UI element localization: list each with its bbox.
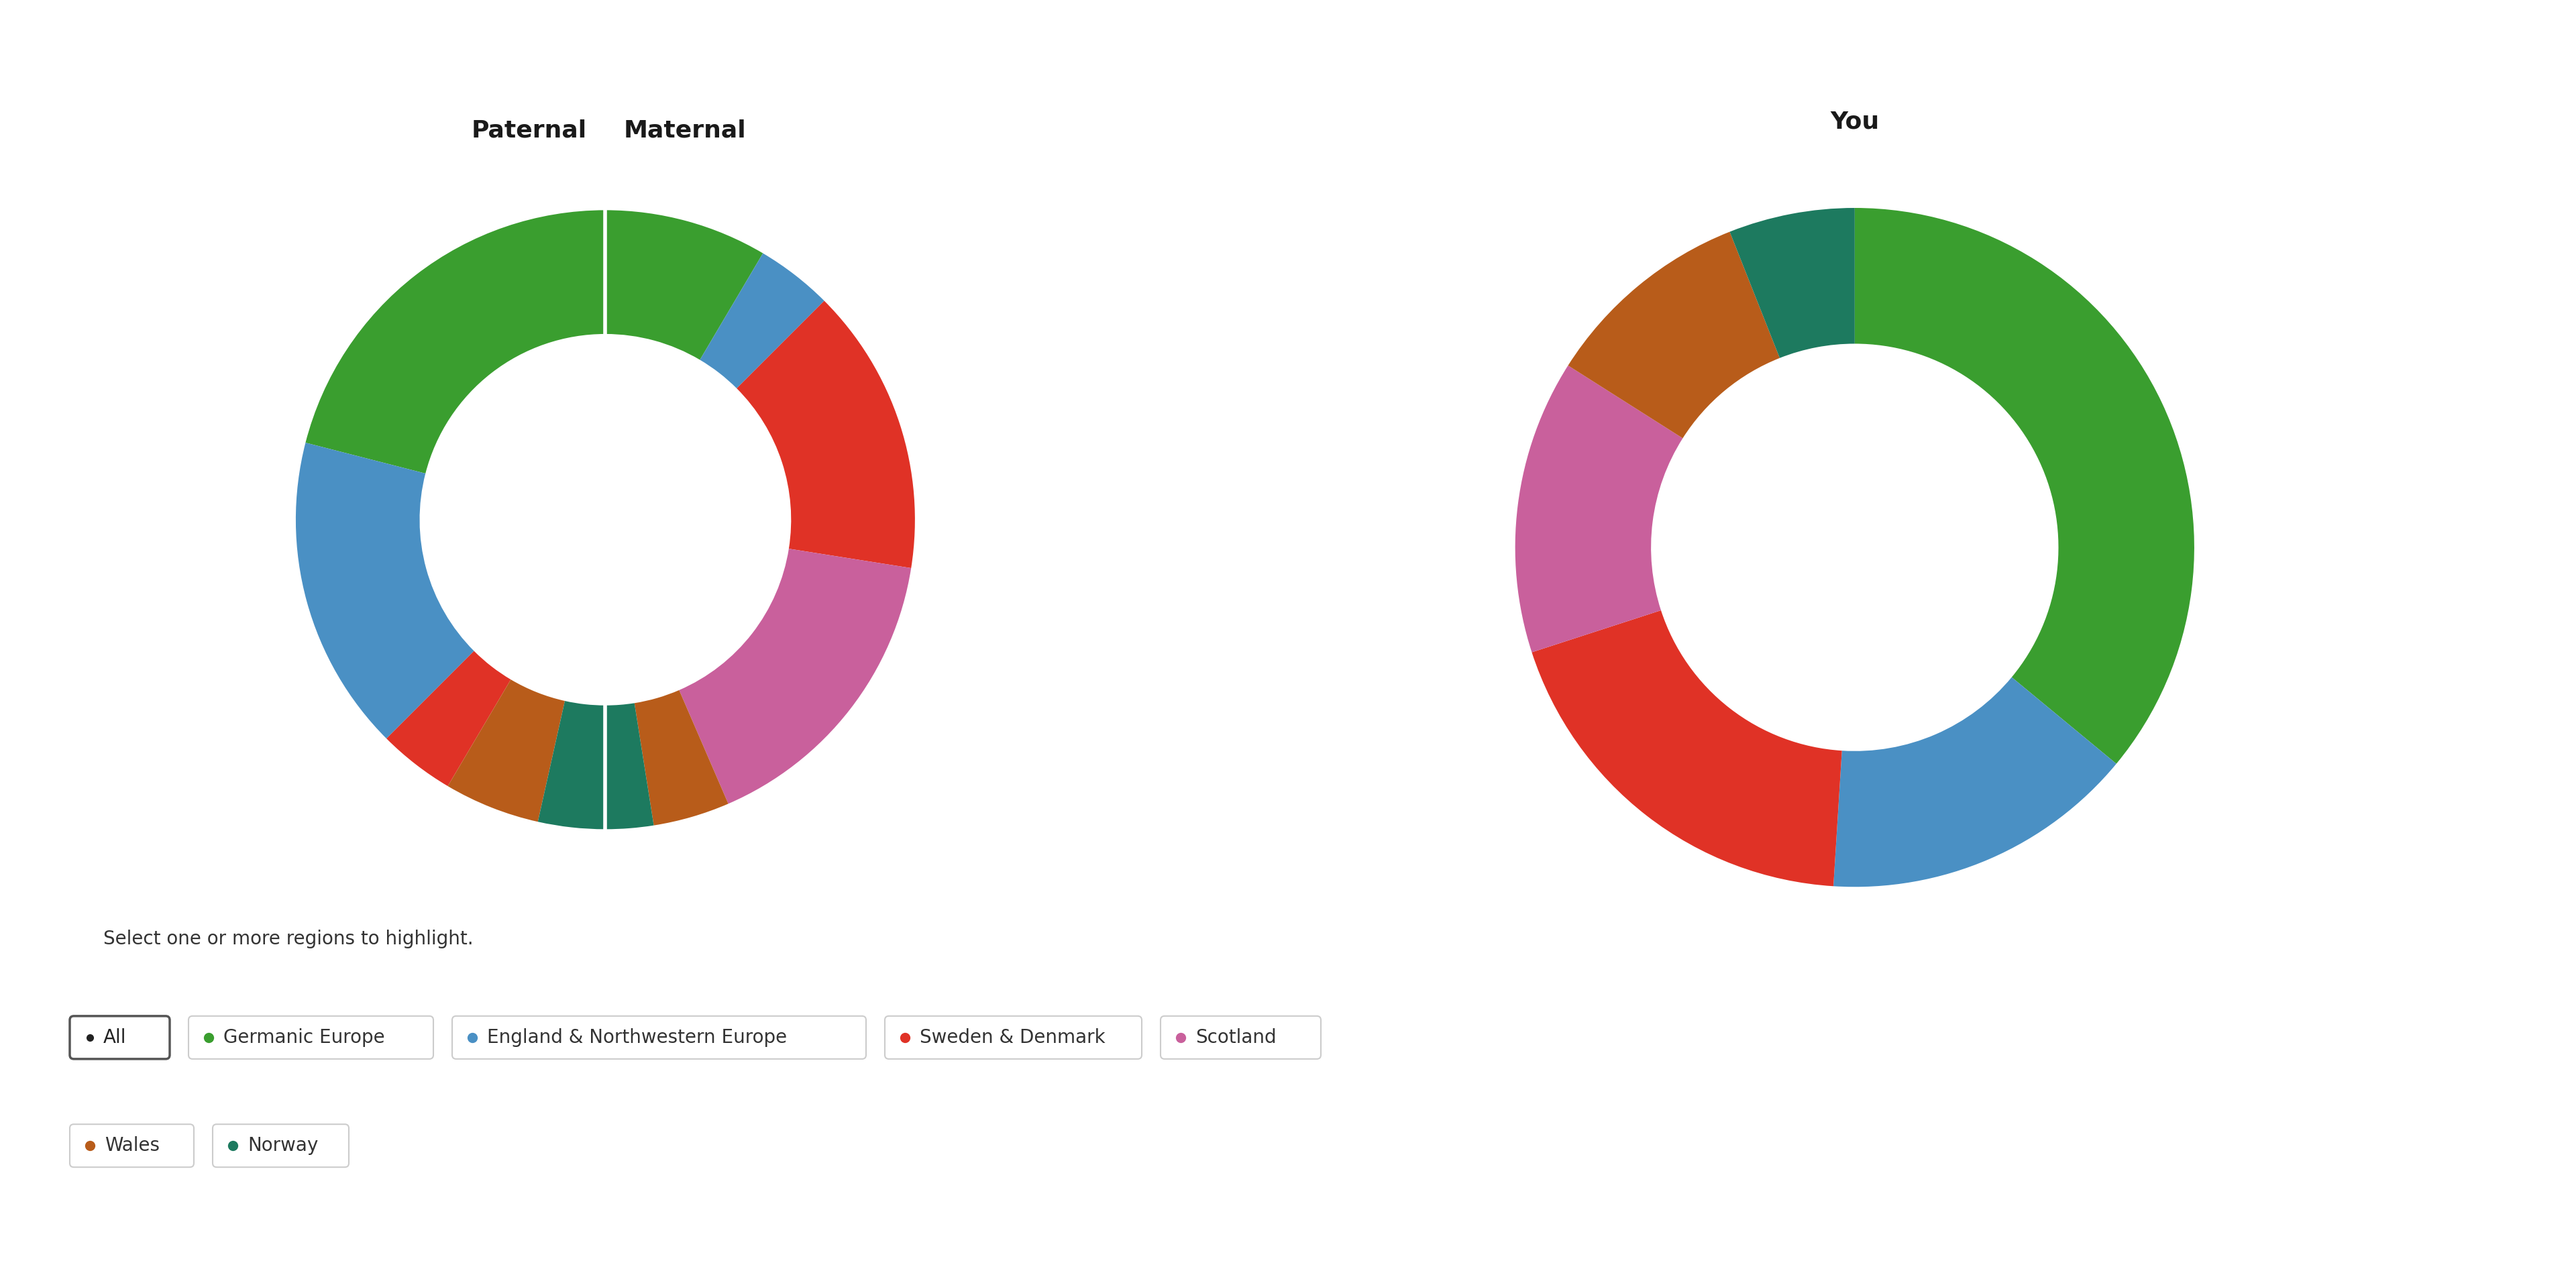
- Wedge shape: [448, 680, 564, 822]
- Text: Maternal: Maternal: [623, 120, 747, 143]
- FancyBboxPatch shape: [70, 1124, 193, 1167]
- Text: Sweden & Denmark: Sweden & Denmark: [920, 1029, 1105, 1046]
- Text: Paternal: Paternal: [471, 120, 587, 143]
- Wedge shape: [1515, 365, 1682, 652]
- FancyBboxPatch shape: [70, 1016, 170, 1059]
- Text: All: All: [103, 1029, 126, 1046]
- Wedge shape: [1834, 677, 2117, 887]
- Wedge shape: [605, 703, 654, 829]
- FancyBboxPatch shape: [188, 1016, 433, 1059]
- Wedge shape: [1533, 610, 1842, 886]
- Text: Germanic Europe: Germanic Europe: [224, 1029, 384, 1046]
- FancyBboxPatch shape: [1162, 1016, 1321, 1059]
- FancyBboxPatch shape: [214, 1124, 348, 1167]
- FancyBboxPatch shape: [884, 1016, 1141, 1059]
- Text: Wales: Wales: [106, 1137, 160, 1155]
- Wedge shape: [680, 549, 912, 803]
- Wedge shape: [1569, 232, 1780, 438]
- Text: Select one or more regions to highlight.: Select one or more regions to highlight.: [103, 929, 474, 948]
- Wedge shape: [605, 210, 762, 360]
- Wedge shape: [307, 210, 605, 474]
- Text: Norway: Norway: [247, 1137, 319, 1155]
- Text: England & Northwestern Europe: England & Northwestern Europe: [487, 1029, 788, 1046]
- Wedge shape: [538, 701, 605, 829]
- Text: Scotland: Scotland: [1195, 1029, 1275, 1046]
- Wedge shape: [701, 253, 824, 388]
- Wedge shape: [1728, 207, 1855, 358]
- Wedge shape: [386, 651, 510, 787]
- Wedge shape: [737, 300, 914, 568]
- Wedge shape: [1855, 207, 2195, 764]
- FancyBboxPatch shape: [453, 1016, 866, 1059]
- Wedge shape: [296, 443, 474, 738]
- Wedge shape: [634, 690, 729, 825]
- Text: You: You: [1829, 111, 1880, 134]
